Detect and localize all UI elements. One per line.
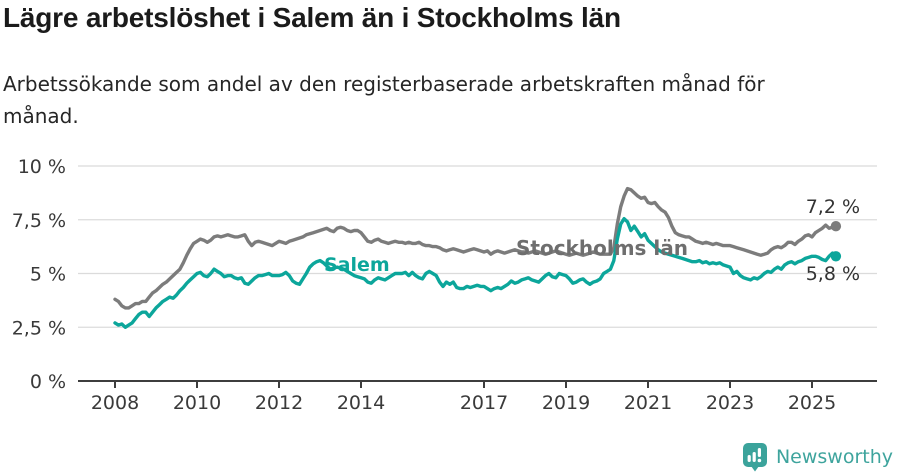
newsworthy-wordmark: Newsworthy bbox=[775, 446, 893, 468]
series-line-1 bbox=[113, 216, 838, 329]
x-tick-label: 2008 bbox=[91, 392, 139, 414]
series-label-salem: Salem bbox=[324, 254, 390, 276]
x-tick-label: 2012 bbox=[255, 392, 303, 414]
chart-subtitle: Arbetssökande som andel av den registerb… bbox=[3, 72, 765, 129]
x-tick-label: 2010 bbox=[173, 392, 221, 414]
end-value-salem: 5,8 % bbox=[805, 263, 860, 285]
x-tick-label: 2023 bbox=[706, 392, 754, 414]
y-tick-label: 5 % bbox=[30, 264, 66, 286]
series-end-dot-0 bbox=[830, 221, 842, 232]
newsworthy-logo: Newsworthy bbox=[742, 442, 893, 472]
y-tick-label: 7,5 % bbox=[12, 210, 66, 232]
x-tick-label: 2019 bbox=[542, 392, 590, 414]
y-tick-label: 10 % bbox=[18, 156, 66, 178]
series-line-0 bbox=[113, 186, 838, 310]
chart-title: Lägre arbetslöshet i Salem än i Stockhol… bbox=[3, 2, 621, 33]
x-tick-label: 2025 bbox=[788, 392, 836, 414]
y-tick-label: 0 % bbox=[30, 371, 66, 393]
y-tick-label: 2,5 % bbox=[12, 317, 66, 339]
series-label-stockholms-lan: Stockholms län bbox=[516, 236, 688, 260]
newsworthy-icon bbox=[742, 443, 767, 472]
end-value-stockholms-lan: 7,2 % bbox=[805, 196, 860, 218]
series-end-dot-1 bbox=[830, 251, 842, 262]
x-tick-label: 2017 bbox=[460, 392, 508, 414]
x-tick-label: 2021 bbox=[624, 392, 672, 414]
x-tick-label: 2014 bbox=[337, 392, 385, 414]
